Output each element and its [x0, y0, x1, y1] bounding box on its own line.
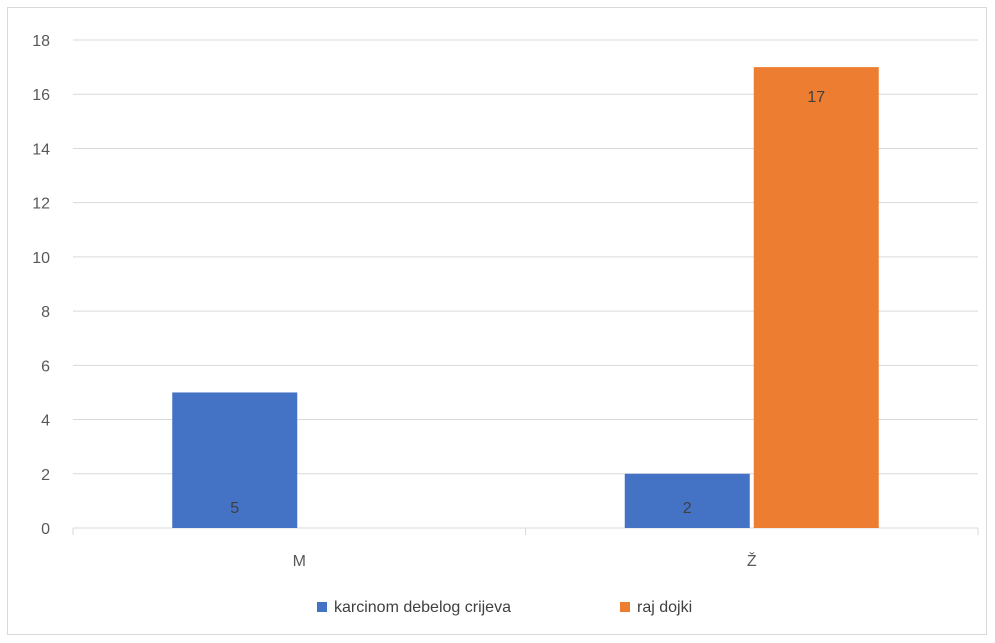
- y-tick-label: 8: [41, 304, 50, 321]
- y-tick-label: 16: [32, 87, 50, 104]
- y-tick-label: 2: [41, 467, 50, 484]
- bar-raj-dojki-1: [753, 67, 879, 528]
- data-label: 5: [230, 500, 239, 517]
- bar-karcinom-1: [624, 473, 750, 528]
- x-tick-label: Ž: [747, 551, 757, 570]
- legend-swatch: [620, 602, 630, 612]
- y-tick-label: 12: [32, 196, 50, 213]
- legend-swatch: [317, 602, 327, 612]
- legend-label: raj dojki: [637, 599, 692, 616]
- y-tick-label: 6: [41, 358, 50, 375]
- legend: karcinom debelog crijeva raj dojki: [317, 599, 692, 616]
- data-labels: 5 2 17: [230, 89, 825, 517]
- data-label: 2: [683, 500, 692, 517]
- x-tick-label: M: [293, 553, 306, 570]
- bars: [172, 67, 879, 528]
- data-label: 17: [807, 89, 825, 106]
- legend-label: karcinom debelog crijeva: [334, 599, 511, 616]
- x-axis: [72, 527, 979, 535]
- y-tick-label: 14: [32, 141, 50, 158]
- y-tick-label: 4: [41, 413, 50, 430]
- y-axis-ticks: 0 2 4 6 8 10 12 14 16 18: [32, 33, 50, 538]
- y-tick-label: 0: [41, 521, 50, 538]
- y-tick-label: 10: [32, 250, 50, 267]
- bar-karcinom-0: [172, 392, 298, 528]
- y-tick-label: 18: [32, 33, 50, 50]
